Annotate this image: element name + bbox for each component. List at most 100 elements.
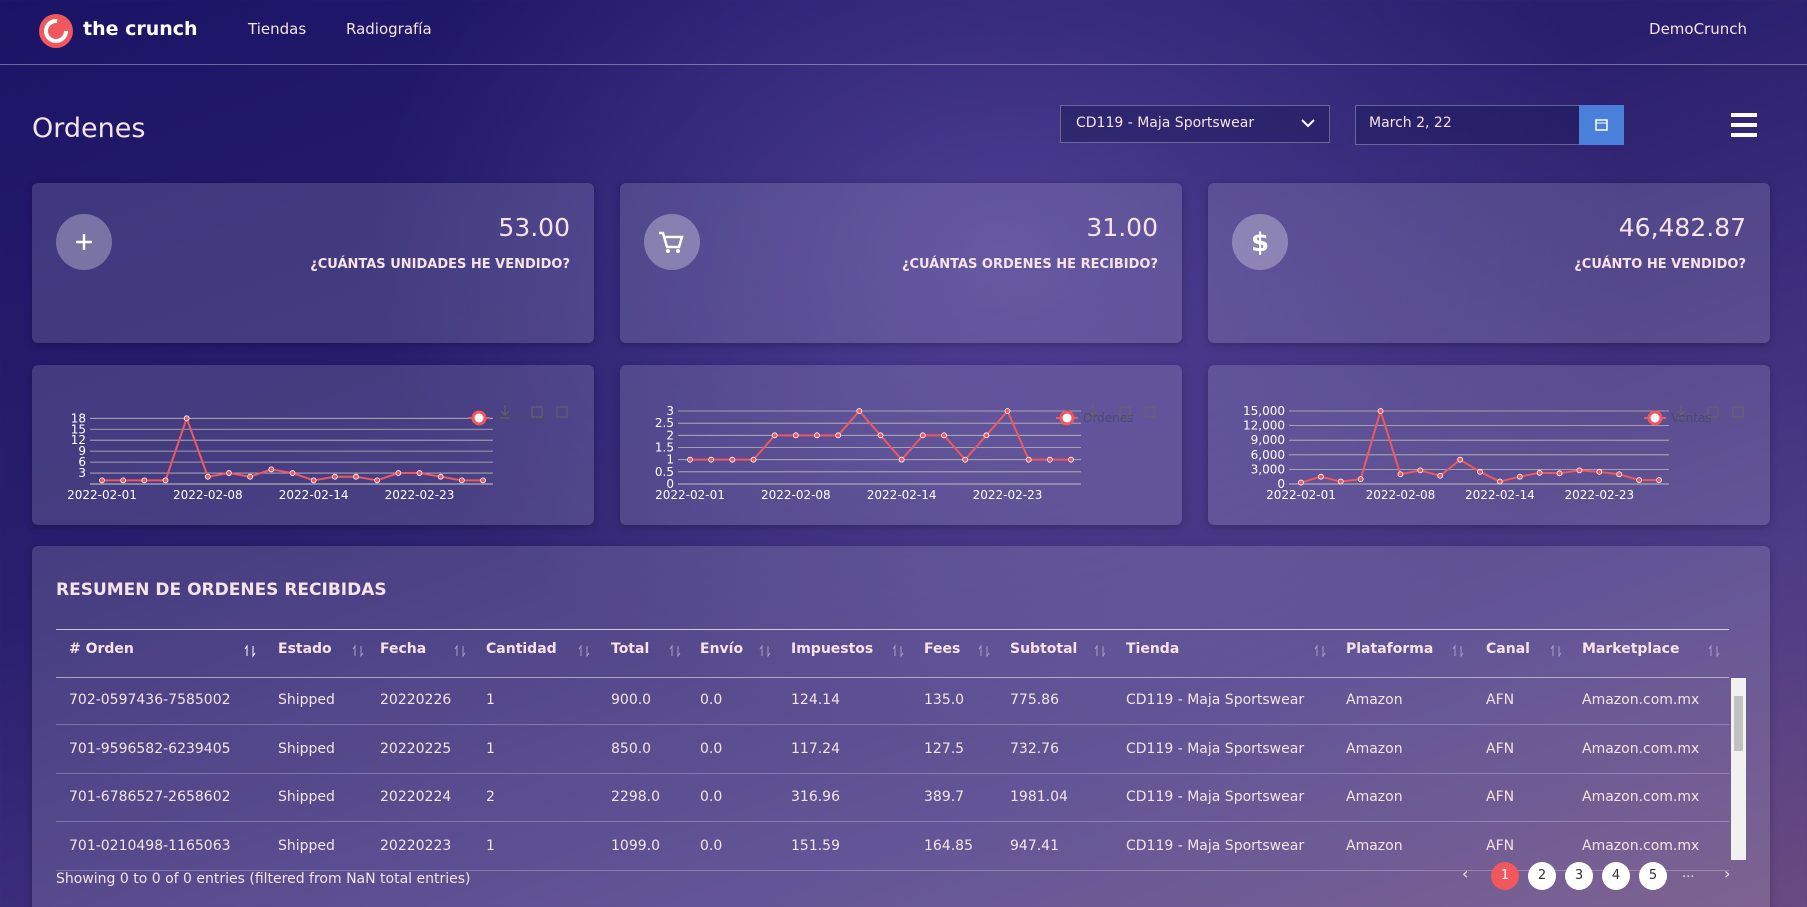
page-button[interactable]: 3 <box>1565 862 1593 890</box>
header-rule <box>56 677 1729 678</box>
sort-icon[interactable] <box>454 644 466 658</box>
table-footer: Showing 0 to 0 of 0 entries (filtered fr… <box>56 871 471 887</box>
data-point <box>792 432 799 439</box>
table-cell: 20220224 <box>380 789 452 805</box>
table-cell: 702-0597436-7585002 <box>69 692 231 708</box>
date-input[interactable]: March 2, 22 <box>1355 105 1581 145</box>
page-title: Ordenes <box>32 113 146 144</box>
kpi-label: ¿CUÁNTAS ORDENES HE RECIBIDO? <box>901 257 1158 272</box>
data-point <box>1596 468 1603 475</box>
sort-icon[interactable] <box>578 644 590 658</box>
data-point <box>289 470 296 476</box>
data-point <box>480 477 486 484</box>
table-cell: 2 <box>486 789 495 805</box>
sort-icon[interactable] <box>1550 644 1562 658</box>
legend-label: Ordenes <box>1083 411 1133 425</box>
x-tick-label: 2022-02-14 <box>867 488 937 502</box>
table-cell: 701-9596582-6239405 <box>69 740 231 757</box>
sort-icon[interactable] <box>1708 644 1720 658</box>
kpi-icon <box>56 214 112 270</box>
data-point <box>1656 477 1662 484</box>
table-cell: CD119 - Maja Sportswear <box>1126 740 1305 757</box>
ellipsis: ... <box>1682 866 1695 881</box>
table-cell: 20220226 <box>380 692 452 708</box>
menu-radiografia[interactable]: Radiografía <box>346 20 432 38</box>
legend-label: Unidades <box>495 411 551 425</box>
data-point <box>268 466 275 473</box>
chart-card: 0 3,000 6,000 9,000 12,000 15,000 2022-02-01 20… <box>1208 365 1770 525</box>
kpi-icon <box>644 214 700 270</box>
table-cell: 127.5 <box>924 740 965 757</box>
column-header: Estado <box>278 641 332 657</box>
prev-page[interactable]: ‹ <box>1462 864 1469 883</box>
column-header: Plataforma <box>1346 641 1434 657</box>
x-tick-label: 2022-02-01 <box>1266 488 1336 502</box>
y-tick-label: 15 <box>71 422 86 436</box>
y-tick-label: 3 <box>78 466 86 480</box>
sort-icon[interactable] <box>978 644 990 658</box>
table-cell: 0.0 <box>700 837 723 854</box>
data-point <box>687 456 693 463</box>
table-cell: 701-0210498-1165063 <box>69 837 231 854</box>
sort-icon[interactable] <box>669 644 681 658</box>
sort-icon[interactable] <box>352 644 364 658</box>
sort-icon[interactable] <box>244 644 256 658</box>
data-point <box>353 473 359 480</box>
toolbox <box>1676 405 1744 419</box>
data-point <box>1636 477 1643 484</box>
kpi-value: 31.00 <box>1086 213 1158 242</box>
sort-icon[interactable] <box>759 644 771 658</box>
table-cell: 947.41 <box>1010 837 1059 854</box>
hamburger[interactable] <box>1731 113 1757 137</box>
y-tick-label: 2.5 <box>655 416 674 430</box>
y-tick-label: 12 <box>71 433 86 447</box>
page-button[interactable]: 5 <box>1639 862 1667 890</box>
y-tick-label: 9,000 <box>1251 433 1285 447</box>
table-cell: 20220223 <box>380 837 452 854</box>
sort-icon[interactable] <box>892 644 904 658</box>
table-cell: 1981.04 <box>1010 789 1068 805</box>
sort-icon[interactable] <box>1094 644 1106 658</box>
data-point <box>1298 479 1304 486</box>
calendar-button[interactable] <box>1579 105 1624 145</box>
page-button[interactable]: 2 <box>1528 862 1556 890</box>
row-rule <box>56 724 1729 725</box>
brand[interactable]: the crunch <box>83 18 198 40</box>
table-cell: Amazon.com.mx <box>1582 692 1700 708</box>
data-point <box>877 432 884 439</box>
table-cell: Amazon <box>1346 837 1403 854</box>
data-point <box>1477 468 1483 475</box>
sort-icon[interactable] <box>1452 644 1464 658</box>
data-point <box>331 473 338 480</box>
table-cell: Amazon.com.mx <box>1582 837 1700 854</box>
data-point <box>416 470 423 476</box>
chart-card: 0 0.5 1 1.5 2 2.5 3 2022-02-01 2022-02-08 2022-02… <box>620 365 1182 525</box>
data-point <box>1516 473 1523 480</box>
x-tick-label: 2022-02-01 <box>67 488 137 502</box>
kpi-card: $46,482.87 ¿CUÁNTO HE VENDIDO? <box>1208 183 1770 343</box>
user-menu[interactable]: DemoCrunch <box>1649 20 1747 38</box>
page-button[interactable]: 4 <box>1602 862 1630 890</box>
store-select[interactable]: CD119 - Maja Sportswear <box>1060 105 1330 143</box>
table-cell: CD119 - Maja Sportswear <box>1126 837 1305 854</box>
sort-icon[interactable] <box>1314 644 1326 658</box>
data-point <box>814 432 820 439</box>
next-page[interactable]: › <box>1724 864 1731 883</box>
x-tick-label: 2022-02-14 <box>279 488 349 502</box>
data-point <box>1417 467 1424 474</box>
data-point <box>708 456 715 463</box>
scrollbar[interactable] <box>1731 678 1746 860</box>
table-cell: 164.85 <box>924 837 973 854</box>
table-top-rule <box>56 629 1729 630</box>
logo[interactable] <box>38 13 74 49</box>
table-cell: 0.0 <box>700 789 723 805</box>
data-point <box>226 470 232 476</box>
data-point <box>1496 478 1503 485</box>
table-cell: Shipped <box>278 789 335 805</box>
data-point <box>1397 471 1404 478</box>
table-cell: 117.24 <box>791 740 840 757</box>
data-point <box>120 477 127 484</box>
page-button[interactable]: 1 <box>1491 862 1519 890</box>
menu-tiendas[interactable]: Tiendas <box>248 20 307 38</box>
